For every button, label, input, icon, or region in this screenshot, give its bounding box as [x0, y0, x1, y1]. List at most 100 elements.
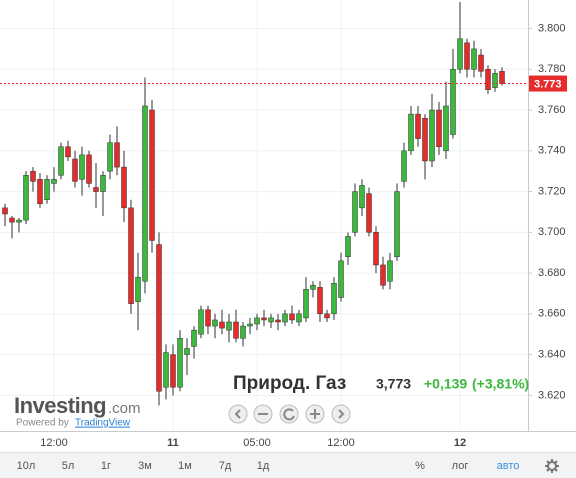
- powered-text: Powered by: [16, 418, 69, 429]
- candle-body: [2, 207, 8, 215]
- y-tick-label: 3.680: [538, 267, 566, 279]
- candle-body: [37, 179, 43, 205]
- candle-body: [401, 150, 407, 182]
- price-text: 3,773: [376, 376, 411, 392]
- x-tick-label: 12:00: [40, 437, 68, 449]
- candle-body: [212, 319, 218, 327]
- y-tick-label: 3.720: [538, 185, 566, 197]
- candle-body: [268, 317, 274, 323]
- candle-body: [184, 348, 190, 355]
- candle-body: [51, 179, 57, 184]
- x-tick-label: 12: [454, 437, 466, 449]
- candle-body: [149, 109, 155, 241]
- y-tick-label: 3.700: [538, 226, 566, 238]
- candle-body: [352, 191, 358, 233]
- x-axis: 12:00 11 05:00 12:00 12: [40, 437, 466, 449]
- plus-icon: [310, 409, 320, 419]
- candle-body: [58, 146, 64, 176]
- candle-body: [205, 309, 211, 327]
- candle-body: [450, 69, 456, 135]
- candle-body: [303, 289, 309, 319]
- candle-body: [359, 185, 365, 209]
- candle-body: [275, 319, 281, 323]
- candle-body: [170, 354, 176, 388]
- left-icon: [234, 409, 241, 419]
- candle-body: [254, 317, 260, 325]
- candle-body: [478, 54, 484, 72]
- range-button[interactable]: 1д: [257, 460, 270, 472]
- candle-body: [331, 283, 337, 315]
- candle-body: [443, 105, 449, 152]
- range-button[interactable]: 1г: [101, 460, 111, 472]
- scroll-left-button[interactable]: [228, 404, 248, 424]
- x-tick-label: 05:00: [243, 437, 271, 449]
- candle-body: [310, 285, 316, 290]
- y-tick-label: 3.740: [538, 145, 566, 157]
- candle-body: [100, 175, 106, 192]
- candle-body: [289, 313, 295, 321]
- candle-body: [226, 321, 232, 331]
- candle-body: [282, 313, 288, 323]
- y-tick-label: 3.760: [538, 104, 566, 116]
- candle-body: [415, 113, 421, 139]
- candle-body: [429, 109, 435, 162]
- candle-body: [142, 105, 148, 282]
- candle-body: [240, 325, 246, 339]
- candle-body: [471, 48, 477, 70]
- provider-link[interactable]: TradingView: [75, 418, 131, 429]
- reset-icon: [283, 408, 295, 421]
- candle-body: [394, 191, 400, 258]
- log-button[interactable]: лог: [452, 460, 469, 472]
- toolbar: [0, 452, 576, 478]
- candle-body: [485, 69, 491, 90]
- toolbar-buttons: 10л 5л 1г 3м 1м 7д 1д% лог авто: [17, 460, 520, 472]
- candle-body: [296, 313, 302, 323]
- candle-body: [30, 170, 36, 182]
- range-button[interactable]: 5л: [62, 460, 75, 472]
- range-button[interactable]: 1м: [178, 460, 192, 472]
- candle-body: [345, 236, 351, 258]
- candle-body: [156, 244, 162, 392]
- candle-body: [163, 352, 169, 388]
- scroll-right-button[interactable]: [331, 404, 351, 424]
- candle-body: [422, 117, 428, 162]
- y-tick-label: 3.620: [538, 389, 566, 401]
- candle-body: [233, 321, 239, 339]
- candle-body: [219, 321, 225, 329]
- candle-body: [72, 158, 78, 182]
- logo-suffix: .com: [108, 400, 141, 417]
- range-button[interactable]: 7д: [219, 460, 232, 472]
- candle-body: [408, 113, 414, 152]
- last-price-box: [529, 75, 567, 92]
- candle-body: [464, 42, 470, 70]
- y-tick-label: 3.800: [538, 22, 566, 34]
- gear-teeth: [545, 459, 559, 473]
- candle-body: [23, 175, 29, 221]
- logo-name: Investing: [14, 393, 106, 418]
- candle-body: [499, 71, 505, 84]
- candle-body: [457, 38, 463, 70]
- candle-body: [121, 166, 127, 209]
- change-pct-text: (+3,81%): [472, 376, 529, 392]
- candle-body: [380, 264, 386, 286]
- percent-button[interactable]: %: [415, 460, 425, 472]
- candle-body: [86, 154, 92, 184]
- auto-button[interactable]: авто: [497, 460, 520, 472]
- candle-body: [261, 317, 267, 321]
- change-text: +0,139: [424, 376, 467, 392]
- x-tick-label: 11: [167, 437, 179, 449]
- candle-body: [373, 232, 379, 266]
- range-button[interactable]: 10л: [17, 460, 36, 472]
- candles: [2, 2, 505, 406]
- candle-body: [65, 146, 71, 158]
- candle-body: [107, 142, 113, 172]
- candle-body: [135, 276, 141, 302]
- range-button[interactable]: 3м: [138, 460, 152, 472]
- candle-body: [492, 73, 498, 88]
- candle-body: [191, 329, 197, 347]
- candle-body: [324, 313, 330, 319]
- settings-icon[interactable]: [545, 459, 559, 473]
